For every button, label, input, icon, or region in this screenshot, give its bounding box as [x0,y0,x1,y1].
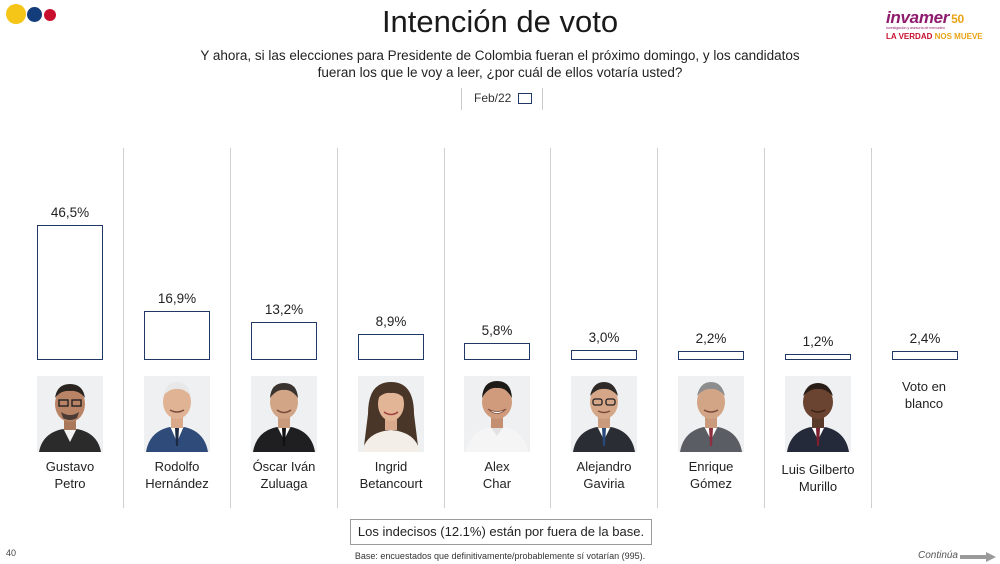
blue-dot-icon [27,7,42,22]
blank-vote-label-line: Voto en [901,379,947,394]
candidate-name-line: Ingrid [374,459,408,474]
logo-tagline-b: NOS MUEVE [934,32,983,41]
bar-1 [37,225,103,360]
candidate-name-line: Gaviria [583,476,625,491]
bar-3 [251,321,317,360]
bar-9 [892,351,958,360]
chart-legend: Feb/22 [461,88,543,110]
candidate-photo-petro [37,376,103,452]
value-label: 1,2% [802,334,834,349]
candidate-name-line: Óscar Iván [252,459,316,474]
candidate-name-line: Gómez [690,476,732,491]
logo-subtitle: Investigación y asesoría de mercadeo [886,26,945,30]
legend-swatch [518,93,532,104]
bar-2 [144,310,210,360]
candidate-name-line: Murillo [798,479,838,494]
candidate-name-line: Char [482,476,512,491]
candidate-name-line: Rodolfo [154,459,200,474]
candidate-name-line: Zuluaga [260,476,308,491]
logo-tagline-a: LA VERDAD [886,32,933,41]
candidate-photo-betancourt [358,376,424,452]
candidate-photo-zuluaga [251,376,317,452]
value-label: 16,9% [157,290,197,306]
column-divider [444,148,445,508]
candidate-name-line: Luis Gilberto [781,462,855,477]
bar-7 [678,351,744,360]
value-label: 5,8% [481,323,513,339]
candidate-name-line: Hernández [145,476,209,491]
candidate-name: Ingrid Betancourt [341,458,441,492]
candidate-name: Enrique Gómez [661,458,761,492]
value-label: 13,2% [264,301,304,317]
page-title: Intención de voto [381,4,619,39]
bar-8 [785,354,851,360]
column-divider [871,148,872,508]
logo-fifty: 50 [951,12,964,26]
candidate-name: Luis Gilberto Murillo [768,461,868,495]
candidate-name: Rodolfo Hernández [127,458,227,492]
arrow-right-icon[interactable] [960,552,996,562]
page-number: 40 [6,548,17,558]
candidate-photo-char [464,376,530,452]
candidate-name-line: Betancourt [359,476,423,491]
continue-label[interactable]: Continúa [917,550,958,561]
column-divider [550,148,551,508]
base-footnote: Base: encuestados que definitivamente/pr… [354,551,646,561]
undecided-note: Los indecisos (12.1%) están por fuera de… [350,519,652,545]
candidate-name: Alex Char [447,458,547,492]
value-label: 8,9% [375,314,407,330]
candidate-photo-gaviria [571,376,637,452]
candidate-photo-murillo [785,376,851,452]
candidate-photo-hernandez [144,376,210,452]
candidate-name: Alejandro Gaviria [554,458,654,492]
red-dot-icon [44,9,56,21]
candidate-name: Gustavo Petro [20,458,120,492]
column-divider [657,148,658,508]
candidate-name-line: Enrique [688,459,734,474]
bar-6 [571,350,637,360]
column-divider [337,148,338,508]
value-label: 3,0% [588,330,620,345]
column-divider [764,148,765,508]
invamer-logo: invamer 50 Investigación y asesoría de me… [886,8,986,41]
legend-label: Feb/22 [474,91,512,105]
logo-brand: invamer [886,8,950,27]
bar-4 [358,334,424,360]
column-divider [230,148,231,508]
candidate-name: Óscar Iván Zuluaga [234,458,334,492]
candidate-photo-gomez [678,376,744,452]
bar-5 [464,343,530,360]
blank-vote-label: Voto en blanco [874,378,974,412]
value-label: 2,4% [909,331,941,346]
candidate-name-line: Gustavo [45,459,95,474]
survey-question: Y ahora, si las elecciones para Presiden… [200,48,800,80]
blank-vote-label-line: blanco [904,396,944,411]
candidate-name-line: Alex [484,459,510,474]
column-divider [123,148,124,508]
candidate-name-line: Petro [54,476,86,491]
candidate-name-line: Alejandro [576,459,632,474]
value-label: 46,5% [50,205,90,220]
yellow-dot-icon [6,4,26,24]
value-label: 2,2% [695,331,727,346]
